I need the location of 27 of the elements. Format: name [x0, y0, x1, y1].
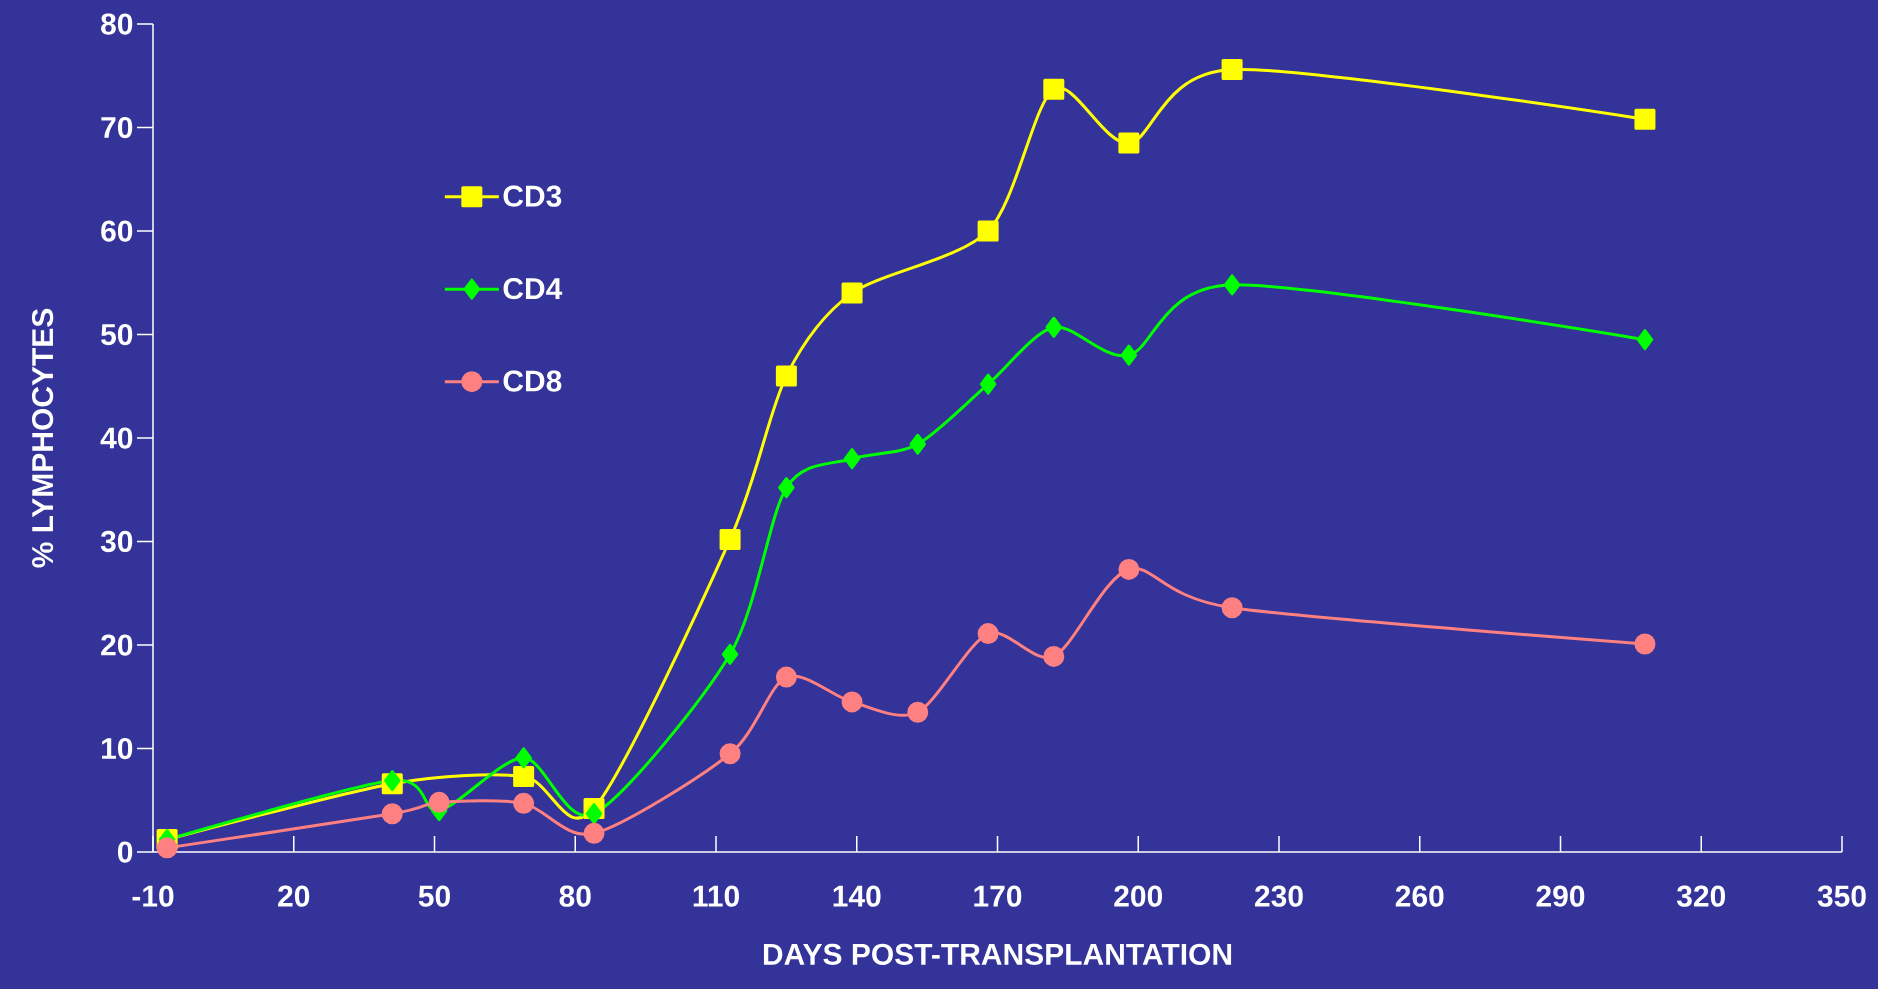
y-tick-label: 70	[101, 116, 133, 139]
x-tick-label: 200	[1114, 885, 1163, 907]
x-tick-label: 290	[1536, 885, 1585, 907]
x-tick-label: 260	[1395, 885, 1444, 907]
x-axis-title: DAYS POST-TRANSPLANTATION	[763, 943, 1232, 965]
y-tick-label: 0	[117, 841, 133, 863]
x-tick-label: 140	[833, 885, 881, 907]
x-tick-label: 170	[974, 885, 1022, 907]
x-tick-label: 230	[1255, 885, 1303, 907]
y-tick-label: 60	[101, 220, 133, 242]
legend-label: CD8	[503, 370, 562, 392]
x-tick-label: 80	[559, 885, 591, 907]
legend-label: CD4	[503, 277, 563, 300]
y-tick-label: 30	[100, 530, 133, 553]
x-tick-label: 110	[693, 885, 739, 907]
y-tick-label: 20	[101, 634, 133, 656]
y-tick-label: 80	[101, 13, 133, 35]
legend-label: CD3	[503, 185, 562, 207]
x-tick-label: -10	[132, 885, 174, 907]
x-tick-label: 320	[1676, 885, 1726, 907]
x-tick-label: 350	[1817, 885, 1866, 907]
y-tick-label: 50	[101, 323, 133, 346]
y-tick-label: 10	[101, 737, 133, 760]
y-axis-title: % LYMPHOCYTES	[31, 308, 54, 568]
x-tick-label: 20	[278, 885, 310, 907]
x-tick-label: 50	[418, 885, 450, 907]
y-tick-label: 40	[100, 427, 133, 449]
